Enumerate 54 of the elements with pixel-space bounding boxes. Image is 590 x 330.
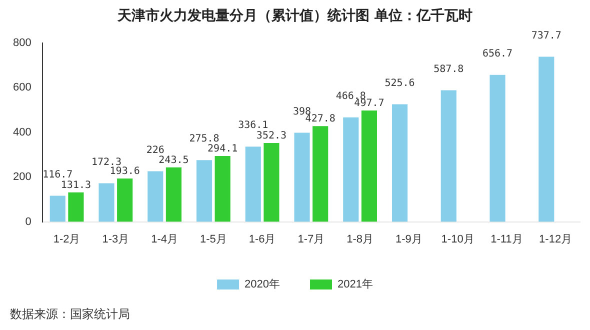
data-label: 243.5: [158, 154, 189, 166]
legend-label: 2021年: [338, 278, 373, 291]
data-label: 587.8: [434, 64, 464, 75]
data-label: 497.7: [354, 98, 384, 110]
data-label: 294.1: [208, 144, 238, 155]
bar: [294, 132, 310, 222]
bar: [312, 126, 328, 222]
bar: [538, 56, 554, 222]
x-tick-label: 1-9月: [395, 233, 422, 246]
data-label: 656.7: [482, 48, 513, 60]
bar: [392, 104, 408, 222]
x-tick-label: 1-10月: [441, 233, 474, 246]
data-label: 226: [146, 144, 164, 156]
bar: [490, 74, 506, 222]
data-label: 737.7: [531, 30, 562, 42]
x-tick-label: 1-2月: [53, 233, 80, 246]
bar: [264, 142, 280, 222]
data-label: 427.8: [305, 114, 336, 125]
bar: [166, 167, 182, 222]
y-tick-label: 600: [12, 82, 32, 94]
data-label: 131.3: [60, 180, 92, 192]
legend-label: 2020年: [244, 278, 280, 291]
x-tick-label: 1-5月: [200, 233, 227, 246]
data-label: 172.3: [91, 156, 122, 168]
y-tick-label: 0: [25, 216, 32, 228]
x-tick-label: 1-8月: [346, 233, 374, 246]
data-label: 116.7: [42, 169, 73, 180]
y-tick-label: 400: [12, 126, 32, 138]
y-tick-label: 200: [12, 171, 32, 184]
data-label: 525.6: [384, 78, 415, 89]
chart-title: 天津市火力发电量分月（累计值）统计图 单位：亿千瓦时: [116, 7, 472, 24]
x-tick-label: 1-6月: [248, 233, 276, 246]
bar: [148, 171, 164, 222]
data-label: 336.1: [238, 120, 268, 132]
bar: [50, 196, 66, 222]
bar: [196, 160, 212, 222]
x-tick-label: 1-3月: [102, 233, 130, 246]
bar: [343, 117, 359, 222]
y-tick-label: 800: [12, 36, 32, 49]
bar: [68, 192, 84, 222]
x-tick-label: 1-4月: [151, 233, 178, 246]
x-tick-label: 1-7月: [298, 233, 325, 246]
bar: [98, 183, 114, 222]
bar: [361, 110, 378, 222]
source-note: 数据来源：国家统计局: [10, 306, 130, 323]
bar: [440, 90, 456, 222]
bar: [214, 156, 230, 222]
x-tick-label: 1-12月: [539, 233, 572, 246]
bar: [245, 146, 261, 222]
x-tick-label: 1-11月: [490, 233, 523, 246]
data-label: 193.6: [110, 166, 140, 178]
bar: [117, 178, 133, 222]
data-label: 275.8: [189, 134, 220, 145]
data-label: 352.3: [256, 130, 287, 142]
